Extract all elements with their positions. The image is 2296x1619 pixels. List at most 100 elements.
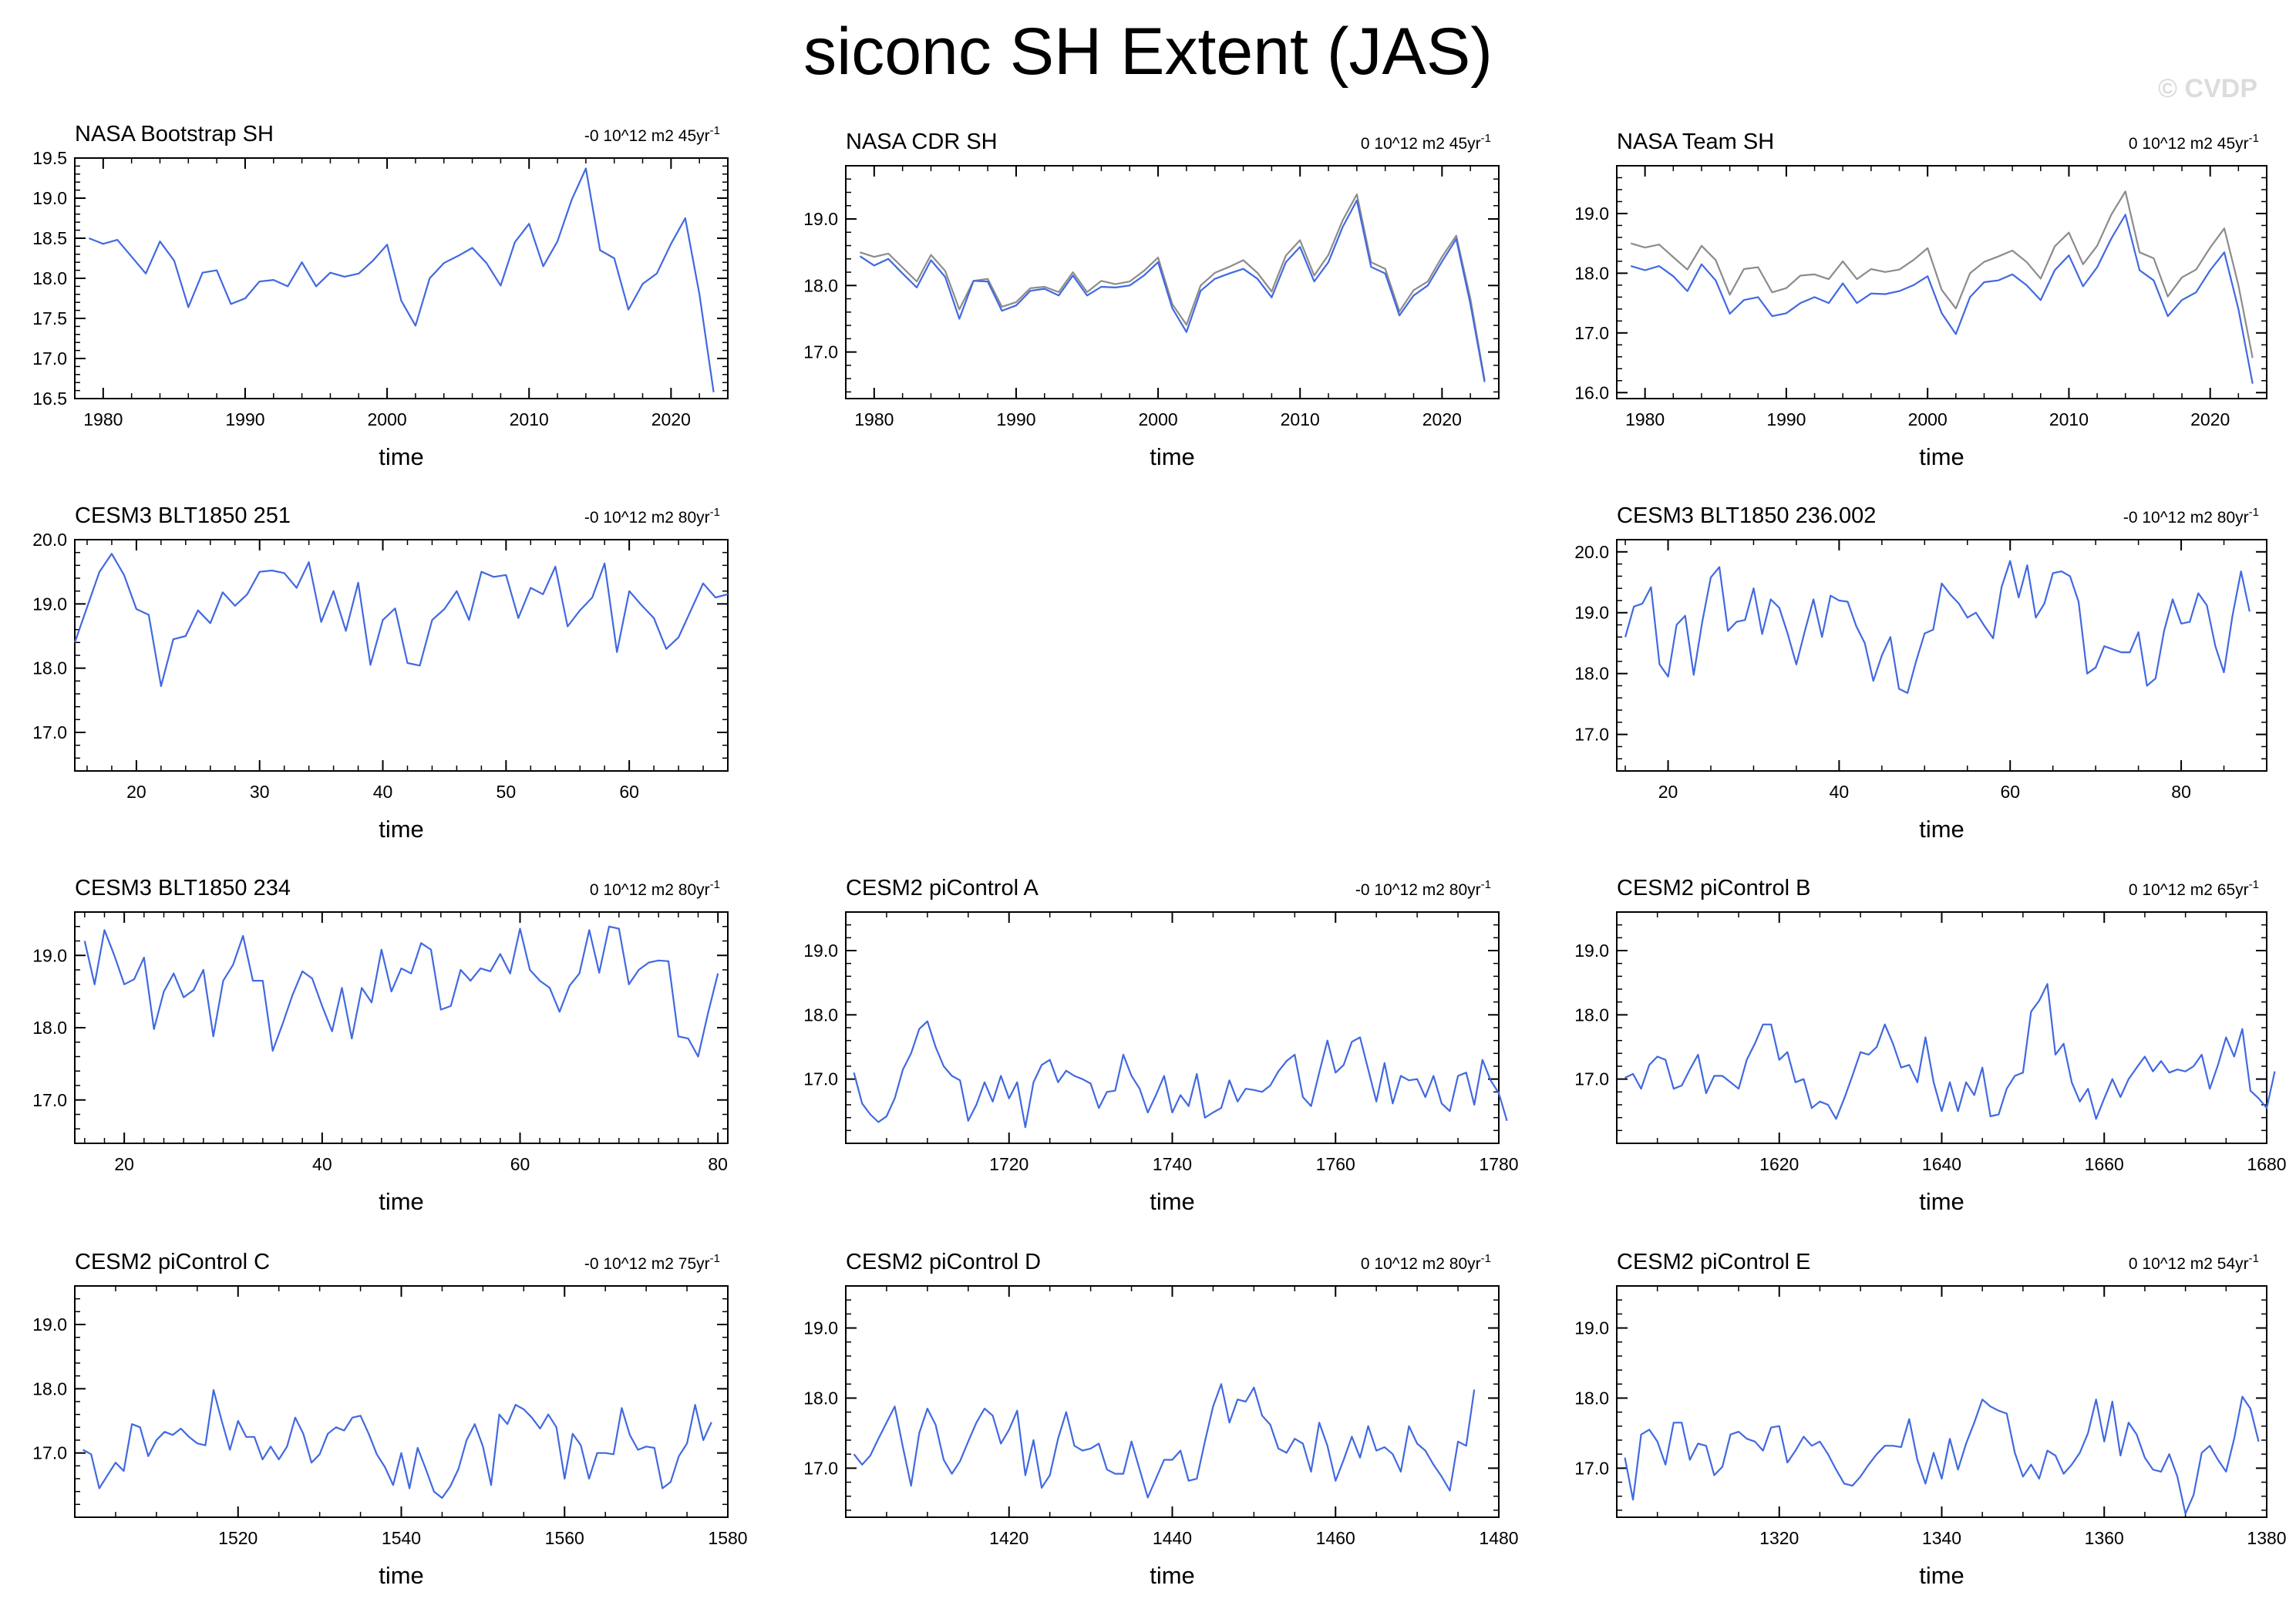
y-tick-label: 17.0	[1574, 1458, 1609, 1478]
x-tick-label: 1620	[1759, 1154, 1799, 1174]
x-tick-label: 1780	[1479, 1154, 1518, 1174]
x-tick-label: 2020	[1422, 409, 1462, 429]
y-tick-label: 19.0	[803, 209, 838, 229]
y-tick-label: 18.0	[803, 1388, 838, 1408]
y-tick-label: 18.0	[803, 1005, 838, 1025]
x-tick-label: 2020	[651, 409, 691, 429]
x-tick-label: 60	[510, 1154, 530, 1174]
series-line-1	[1624, 1395, 2260, 1515]
y-tick-label: 16.5	[32, 389, 67, 409]
y-tick-label: 17.0	[32, 722, 67, 742]
x-tick-label: 2010	[510, 409, 549, 429]
y-tick-label: 19.0	[32, 1314, 67, 1335]
x-axis-label: time	[1919, 1188, 1964, 1215]
trend-label: -0 10^12 m2 80yr-1	[1355, 878, 1491, 899]
x-tick-label: 1640	[1922, 1154, 1961, 1174]
y-tick-label: 19.0	[1574, 204, 1609, 224]
x-tick-label: 40	[312, 1154, 332, 1174]
x-tick-label: 50	[497, 782, 517, 802]
x-tick-label: 1580	[708, 1528, 747, 1548]
trend-label: 0 10^12 m2 54yr-1	[2129, 1252, 2259, 1273]
x-tick-label: 1420	[989, 1528, 1028, 1548]
chart-title: CESM2 piControl C	[75, 1250, 270, 1274]
trend-label: 0 10^12 m2 45yr-1	[2129, 132, 2259, 153]
x-tick-label: 80	[2171, 782, 2191, 802]
x-tick-label: 30	[250, 782, 270, 802]
chart-title: CESM2 piControl B	[1617, 876, 1810, 900]
chart-panel-6: CESM3 BLT1850 234 0 10^12 m2 80yr-1 17.0 18…	[32, 876, 729, 1215]
x-tick-label: 1440	[1153, 1528, 1192, 1548]
y-tick-label: 18.0	[1574, 664, 1609, 684]
y-tick-label: 18.0	[1574, 263, 1609, 283]
chart-title: CESM3 BLT1850 236.002	[1617, 503, 1876, 528]
x-tick-label: 1520	[218, 1528, 258, 1548]
chart-panel-10: CESM2 piControl D 0 10^12 m2 80yr-1 17.0 18…	[803, 1250, 1518, 1589]
chart-title: CESM2 piControl E	[1617, 1250, 1810, 1274]
x-tick-label: 2000	[1139, 409, 1178, 429]
plot-frame	[74, 539, 729, 772]
trend-label: 0 10^12 m2 65yr-1	[2129, 878, 2259, 899]
series-line-1	[860, 194, 1486, 380]
main-title: siconc SH Extent (JAS)	[803, 15, 1493, 89]
trend-label: 0 10^12 m2 80yr-1	[590, 878, 720, 899]
x-tick-label: 2000	[368, 409, 407, 429]
y-tick-label: 20.0	[32, 530, 67, 550]
y-tick-label: 19.0	[32, 945, 67, 965]
y-tick-label: 16.0	[1574, 382, 1609, 402]
plot-frame	[74, 911, 729, 1144]
series-line-1	[853, 1020, 1508, 1129]
x-tick-label: 1560	[545, 1528, 584, 1548]
y-tick-label: 18.0	[32, 268, 67, 288]
y-tick-label: 17.0	[32, 348, 67, 369]
x-tick-label: 20	[1658, 782, 1678, 802]
series-line-1	[1624, 560, 2251, 695]
x-axis-label: time	[379, 443, 424, 470]
x-tick-label: 20	[126, 782, 146, 802]
chart-panel-9: CESM2 piControl C -0 10^12 m2 75yr-1 17.0 1…	[32, 1250, 747, 1589]
y-tick-label: 19.0	[32, 594, 67, 614]
y-tick-label: 19.0	[1574, 1318, 1609, 1338]
plot-frame	[1616, 539, 2267, 772]
x-tick-label: 1660	[2085, 1154, 2124, 1174]
x-tick-label: 20	[114, 1154, 134, 1174]
chart-panel-3: NASA Team SH 0 10^12 m2 45yr-1 16.0 17.0 18.…	[1574, 130, 2267, 470]
plot-frame	[1616, 1285, 2267, 1518]
x-tick-label: 60	[619, 782, 639, 802]
y-tick-label: 17.0	[1574, 725, 1609, 745]
trend-label: -0 10^12 m2 45yr-1	[584, 124, 720, 145]
chart-panel-4: CESM3 BLT1850 251 -0 10^12 m2 80yr-1 17.0 1…	[32, 503, 729, 843]
chart-title: CESM3 BLT1850 251	[75, 503, 291, 528]
plot-frame	[74, 157, 729, 399]
y-tick-label: 17.0	[1574, 323, 1609, 343]
x-axis-label: time	[1919, 816, 1964, 843]
y-tick-label: 19.0	[803, 1318, 838, 1338]
plot-frame	[845, 165, 1500, 399]
x-tick-label: 1980	[854, 409, 894, 429]
x-tick-label: 2010	[1281, 409, 1320, 429]
x-axis-label: time	[1919, 443, 1964, 470]
x-axis-label: time	[379, 1188, 424, 1215]
x-tick-label: 1720	[989, 1154, 1028, 1174]
x-tick-label: 1990	[996, 409, 1035, 429]
plot-frame	[845, 1285, 1500, 1518]
x-tick-label: 1680	[2247, 1154, 2286, 1174]
x-tick-label: 2020	[2190, 409, 2230, 429]
x-axis-label: time	[379, 816, 424, 843]
y-tick-label: 19.0	[803, 941, 838, 961]
series-line-1	[82, 1388, 712, 1500]
series-line-2	[1630, 214, 2254, 384]
chart-title: NASA Team SH	[1617, 130, 1774, 154]
y-tick-label: 18.5	[32, 228, 67, 248]
x-tick-label: 2010	[2049, 409, 2089, 429]
y-tick-label: 17.0	[32, 1443, 67, 1463]
y-tick-label: 18.0	[1574, 1388, 1609, 1408]
y-tick-label: 19.0	[32, 188, 67, 208]
x-tick-label: 1990	[1766, 409, 1806, 429]
x-tick-label: 1480	[1479, 1528, 1518, 1548]
y-tick-label: 17.0	[803, 342, 838, 362]
chart-panel-1: NASA Bootstrap SH -0 10^12 m2 45yr-1 16.5 1…	[32, 122, 729, 470]
x-axis-label: time	[1150, 1188, 1195, 1215]
chart-title: CESM2 piControl D	[846, 1250, 1041, 1274]
x-tick-label: 1740	[1153, 1154, 1192, 1174]
